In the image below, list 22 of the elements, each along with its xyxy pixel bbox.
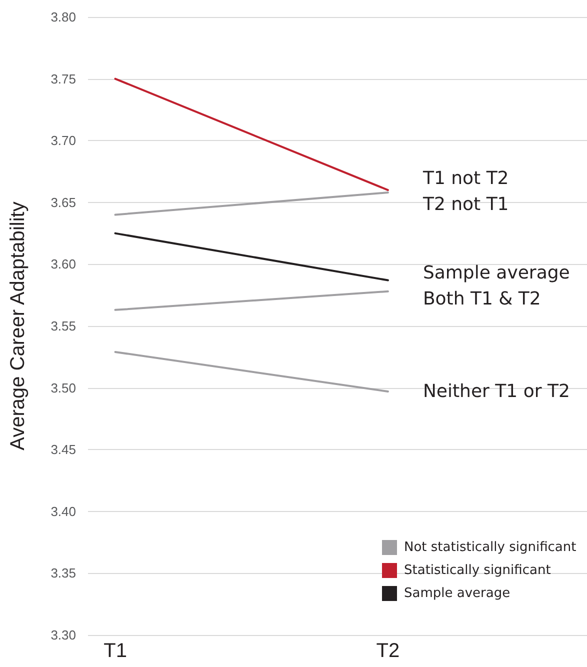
y-tick-label: 3.80 (50, 10, 76, 24)
y-tick-label: 3.35 (50, 566, 76, 581)
y-axis-title: Average Career Adaptability (7, 202, 29, 450)
y-tick-label: 3.50 (50, 380, 76, 396)
series-label: Sample average (422, 262, 570, 284)
annotation: Statistically significant (404, 563, 551, 578)
series-label: Both T1 & T2 (422, 288, 541, 310)
x-tick-label: T1 (104, 640, 127, 662)
y-tick-label: 3.75 (50, 71, 76, 86)
y-tick-label: 3.45 (50, 442, 76, 458)
series-label: T2 not T1 (422, 194, 509, 215)
y-tick-label: 3.55 (50, 318, 76, 334)
y-tick-label: 3.70 (50, 133, 76, 148)
y-tick-label: 3.30 (50, 628, 76, 642)
y-tick-label: 3.60 (50, 256, 76, 272)
y-tick-label: 3.65 (50, 194, 76, 210)
annotation: Sample average (404, 586, 510, 601)
series-label: T1 not T2 (422, 168, 509, 189)
y-tick-label: 3.40 (50, 504, 76, 519)
x-tick-label: T2 (376, 640, 400, 662)
annotation: Not statistically significant (404, 540, 576, 555)
series-label: Neither T1 or T2 (422, 381, 570, 402)
